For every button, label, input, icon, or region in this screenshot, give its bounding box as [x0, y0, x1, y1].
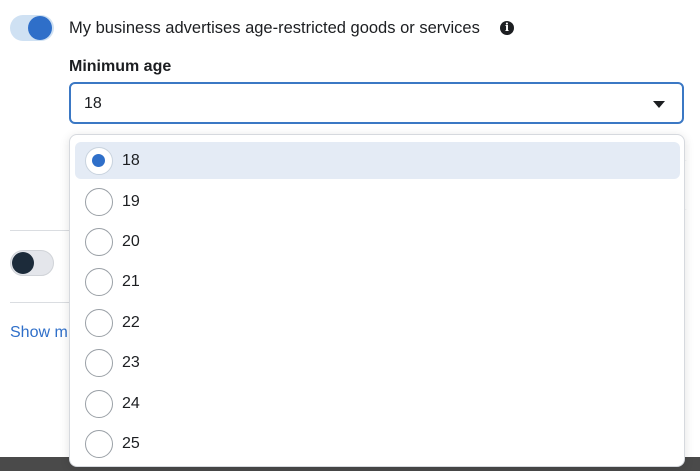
option-label: 25: [122, 435, 140, 452]
radio-button[interactable]: [85, 430, 113, 458]
option-label: 24: [122, 395, 140, 412]
hidden-panel-edge: [683, 160, 700, 210]
radio-button[interactable]: [85, 349, 113, 377]
option-label: 18: [122, 152, 140, 169]
minimum-age-select[interactable]: 18: [69, 82, 684, 124]
option-label: 23: [122, 354, 140, 371]
dropdown-option-22[interactable]: 22: [75, 304, 680, 341]
dropdown-option-19[interactable]: 19: [75, 183, 680, 220]
secondary-toggle[interactable]: [10, 250, 54, 276]
divider: [10, 230, 70, 231]
dropdown-option-23[interactable]: 23: [75, 344, 680, 381]
option-label: 21: [122, 273, 140, 290]
dropdown-option-24[interactable]: 24: [75, 385, 680, 422]
toggle-knob: [28, 16, 52, 40]
radio-button[interactable]: [85, 390, 113, 418]
toggle-knob: [12, 252, 34, 274]
option-label: 20: [122, 233, 140, 250]
dropdown-option-21[interactable]: 21: [75, 263, 680, 300]
radio-dot: [92, 154, 105, 167]
radio-button-checked[interactable]: [85, 147, 113, 175]
minimum-age-select-value: 18: [84, 95, 102, 112]
show-more-link[interactable]: Show m: [10, 324, 68, 341]
caret-down-icon: [653, 101, 665, 108]
minimum-age-label: Minimum age: [69, 58, 172, 75]
radio-button[interactable]: [85, 188, 113, 216]
radio-button[interactable]: [85, 228, 113, 256]
age-restricted-toggle[interactable]: [10, 15, 54, 41]
radio-button[interactable]: [85, 268, 113, 296]
radio-button[interactable]: [85, 309, 113, 337]
divider: [10, 302, 70, 303]
info-icon[interactable]: i: [500, 21, 514, 35]
minimum-age-dropdown: 18 19 20 21 22 23 24 25: [69, 134, 685, 467]
option-label: 19: [122, 193, 140, 210]
dropdown-option-18[interactable]: 18: [75, 142, 680, 179]
age-restricted-label: My business advertises age-restricted go…: [69, 19, 480, 37]
dropdown-option-25[interactable]: 25: [75, 425, 680, 462]
dropdown-option-20[interactable]: 20: [75, 223, 680, 260]
option-label: 22: [122, 314, 140, 331]
